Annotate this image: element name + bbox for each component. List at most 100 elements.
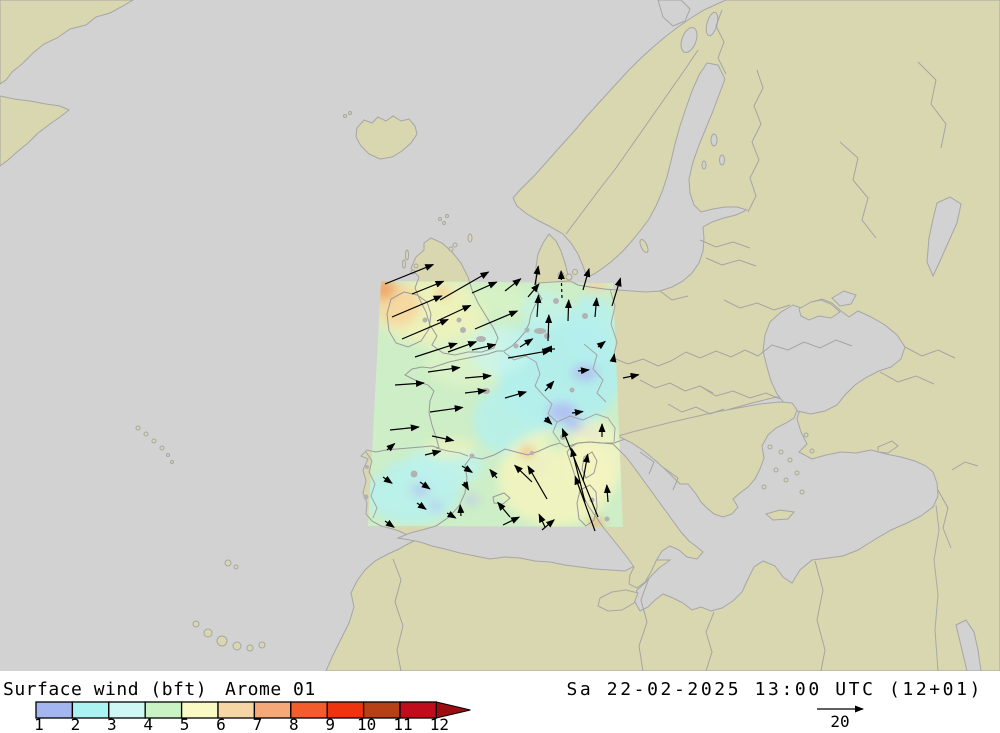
- wind-arrow: [401, 318, 449, 340]
- wind-speed-field: [368, 281, 623, 527]
- wind-arrows: [382, 263, 640, 532]
- wind-arrow: [611, 277, 622, 307]
- wind-arrow: [386, 442, 396, 452]
- wind-field-blob: [468, 284, 528, 316]
- colorbar-arrow-tip: [435, 701, 471, 719]
- colorbar-label: 4: [143, 715, 153, 733]
- weather-map: [0, 0, 1000, 671]
- wind-arrow: [561, 427, 599, 518]
- wind-arrow: [596, 340, 606, 350]
- wind-arrow: [574, 475, 596, 532]
- reference-arrow-block: 20: [817, 705, 864, 731]
- colorbar: 1 2 3 4 5 6 7 8 9 10 11 12: [34, 701, 471, 733]
- wind-arrow: [622, 372, 640, 380]
- sea-red-sea: [955, 619, 982, 671]
- wind-arrow: [592, 297, 600, 318]
- colorbar-label: 5: [180, 715, 190, 733]
- wind-arrow: [577, 367, 590, 375]
- wind-arrow: [457, 504, 465, 517]
- wind-arrow: [431, 435, 455, 443]
- wind-arrow: [489, 468, 498, 479]
- wind-arrow: [527, 283, 540, 298]
- wind-arrow: [394, 380, 425, 388]
- wind-arrow: [603, 484, 611, 503]
- wind-arrow: [533, 265, 541, 286]
- colorbar-label: 1: [34, 715, 44, 733]
- lake-ladoga: [680, 27, 698, 53]
- legend-band: Surface wind (bft) Arome 01 Sa 22-02-202…: [0, 671, 1000, 733]
- sea-azov: [831, 290, 857, 307]
- wind-arrow: [411, 280, 445, 295]
- wind-arrow: [502, 516, 521, 526]
- colorbar-label: 12: [430, 715, 449, 733]
- colorbar-label: 10: [357, 715, 376, 733]
- wind-arrow: [384, 263, 435, 285]
- wind-field-blob: [565, 418, 583, 432]
- wind-arrow: [424, 449, 442, 457]
- wind-arrow: [534, 294, 542, 318]
- wind-arrow: [497, 501, 511, 518]
- datetime-label: Sa 22-02-2025 13:00 UTC (12+01): [566, 679, 983, 700]
- wind-arrow: [474, 310, 519, 330]
- wind-arrow: [609, 353, 617, 363]
- wind-field-blob: [424, 438, 476, 458]
- model-name: Arome 01: [225, 679, 316, 700]
- river-nile: [933, 504, 940, 671]
- wind-arrow: [446, 510, 457, 519]
- wind-arrow: [464, 372, 492, 380]
- model-domain-overlay: [368, 281, 623, 527]
- wind-field-blob: [547, 402, 577, 422]
- colorbar-label: 9: [325, 715, 335, 733]
- colorbar-label: 6: [216, 715, 226, 733]
- wind-arrow: [464, 387, 487, 395]
- wind-field-blob: [465, 495, 479, 505]
- wind-arrow: [527, 465, 548, 500]
- wind-arrow: [543, 416, 553, 425]
- wind-arrow: [416, 501, 427, 510]
- wind-arrow: [461, 465, 474, 473]
- wind-arrow: [541, 519, 556, 531]
- wind-arrow: [471, 281, 498, 294]
- legend-title: Surface wind (bft): [3, 679, 208, 700]
- wind-field-blob: [566, 295, 618, 365]
- wind-arrow: [544, 380, 555, 392]
- sea-caspian: [926, 196, 962, 278]
- wind-arrow: [389, 424, 420, 432]
- wind-arrow: [571, 409, 584, 417]
- wind-arrow: [514, 464, 533, 483]
- wind-arrow: [382, 475, 393, 484]
- wind-arrow: [570, 447, 586, 503]
- wind-field-blob: [429, 501, 443, 511]
- reference-arrow-label: 20: [830, 712, 849, 731]
- wind-arrow: [538, 513, 546, 528]
- wind-arrow: [384, 519, 395, 528]
- wind-field-blob: [436, 288, 450, 298]
- wind-arrow: [557, 270, 565, 299]
- wind-arrow: [545, 314, 553, 342]
- wind-arrow: [461, 481, 470, 491]
- wind-arrow: [429, 405, 464, 413]
- colorbar-label: 8: [289, 715, 299, 733]
- wind-arrow: [447, 341, 478, 353]
- colorbar-label: 3: [107, 715, 117, 733]
- sea-black-sea: [762, 298, 906, 415]
- wind-arrow: [564, 299, 572, 322]
- wind-arrow: [427, 365, 461, 373]
- landmasses: [0, 0, 1000, 671]
- wind-field-blob: [470, 325, 530, 375]
- wind-arrow: [582, 453, 590, 482]
- wind-arrow: [414, 342, 458, 358]
- lake-onega: [705, 11, 719, 37]
- wind-field-blob: [589, 517, 603, 527]
- colorbar-label: 7: [253, 715, 263, 733]
- wind-arrow: [436, 304, 472, 322]
- wind-arrow: [471, 342, 497, 351]
- wind-arrow: [419, 481, 431, 490]
- colorbar-label: 2: [71, 715, 81, 733]
- wind-arrow: [391, 295, 443, 318]
- wind-arrow: [439, 271, 490, 301]
- sea-white-sea: [657, 0, 691, 27]
- wind-field-blob: [572, 365, 598, 381]
- wind-arrow: [504, 278, 522, 292]
